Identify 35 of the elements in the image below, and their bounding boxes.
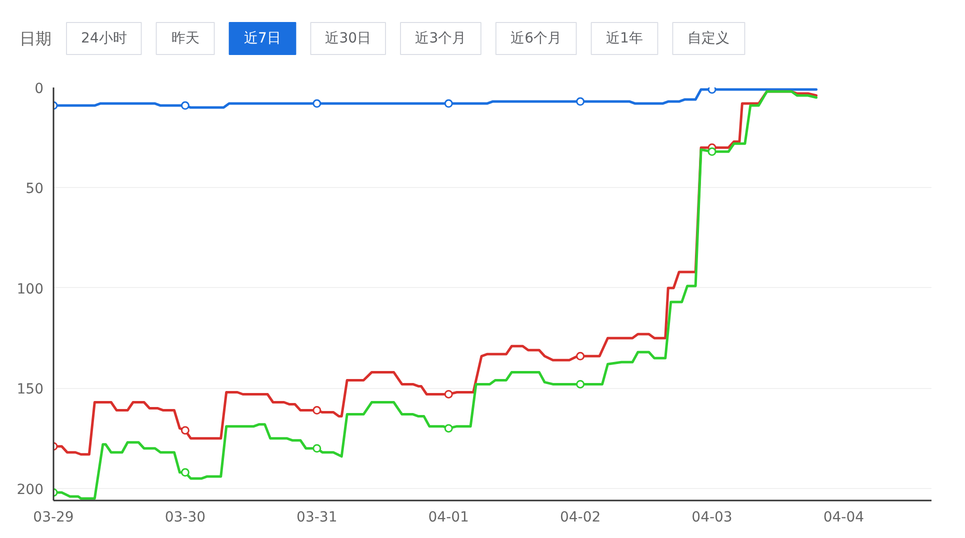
text: 24小时 — [80, 30, 127, 46]
point — [312, 99, 322, 108]
x-tick-label: 04-04 — [823, 510, 864, 526]
x-tick-label: 03-30 — [164, 510, 206, 526]
text: 自定义 — [688, 30, 730, 46]
y-tick-label: 200 — [16, 482, 44, 498]
point — [180, 468, 190, 477]
point — [576, 380, 585, 388]
point — [708, 88, 716, 94]
text: 近7日 — [244, 30, 281, 46]
point — [444, 99, 453, 108]
text: 昨天 — [171, 30, 200, 46]
x-tick-label: 04-03 — [692, 510, 732, 526]
y-tick-label: 0 — [34, 81, 44, 97]
point — [576, 352, 585, 360]
text: 近6个月 — [510, 30, 562, 46]
y-tick-label: 150 — [16, 382, 44, 398]
text: 近3个月 — [415, 30, 466, 46]
point — [312, 406, 322, 415]
point — [708, 147, 716, 156]
x-tick-label: 03-31 — [296, 510, 338, 526]
y-tick-label: 50 — [26, 181, 44, 198]
point — [180, 101, 190, 110]
text: 近1年 — [606, 30, 643, 46]
point — [180, 426, 190, 435]
point — [312, 444, 322, 453]
x-tick-label: 03-29 — [33, 510, 74, 526]
x-tick-label: 04-02 — [560, 510, 601, 526]
point — [576, 97, 585, 106]
point — [444, 424, 453, 433]
text: 近30日 — [325, 30, 372, 46]
x-tick-label: 04-01 — [428, 510, 469, 526]
y-tick-label: 100 — [16, 281, 44, 298]
text: 日期 — [20, 29, 52, 48]
point — [444, 390, 453, 398]
